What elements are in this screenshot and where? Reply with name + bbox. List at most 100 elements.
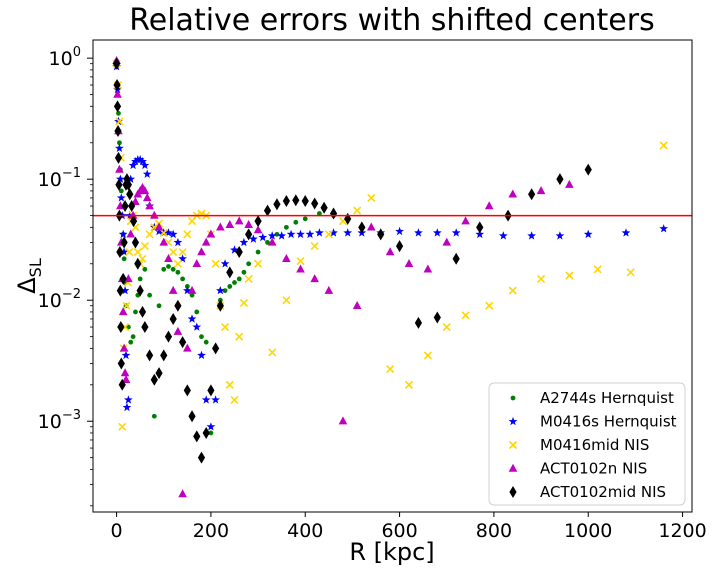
data-point <box>170 266 176 272</box>
data-point <box>320 201 328 214</box>
data-point <box>124 274 133 283</box>
data-point <box>194 309 200 315</box>
data-point <box>484 201 494 210</box>
data-point <box>118 422 127 431</box>
data-point <box>343 228 353 237</box>
data-point <box>174 299 182 312</box>
data-point <box>527 231 536 240</box>
data-point <box>201 395 211 404</box>
legend-item: ACT0102n NIS <box>508 460 647 478</box>
data-point <box>161 266 167 272</box>
data-point <box>283 224 289 230</box>
data-point <box>128 339 134 345</box>
data-point <box>114 151 123 164</box>
y-axis-label: ΔSL <box>13 258 45 294</box>
data-point <box>239 298 248 307</box>
data-point <box>193 430 201 443</box>
data-point <box>141 321 149 334</box>
data-point <box>476 221 484 234</box>
data-point <box>395 240 404 253</box>
data-point <box>258 232 268 242</box>
data-point <box>253 225 263 234</box>
data-point <box>367 193 376 202</box>
data-point <box>121 374 131 383</box>
data-point <box>311 197 319 210</box>
data-point <box>292 194 300 207</box>
data-point <box>135 155 145 164</box>
data-point <box>179 336 187 349</box>
data-point <box>122 402 132 412</box>
legend-label: A2744s Hernquist <box>540 389 674 407</box>
legend-item: M0416mid NIS <box>508 436 649 454</box>
y-tick-label: 10−2 <box>38 287 81 312</box>
data-point <box>183 230 192 239</box>
legend-marker <box>509 486 517 498</box>
data-point <box>116 110 121 116</box>
data-point <box>201 237 211 246</box>
series-act0102mid-nis <box>112 57 592 464</box>
legend-marker <box>508 463 518 472</box>
data-point <box>130 334 136 340</box>
data-point <box>169 312 177 325</box>
data-point <box>159 228 168 237</box>
data-point <box>118 378 126 391</box>
data-point <box>187 314 197 323</box>
data-point <box>203 339 209 345</box>
data-point <box>178 489 187 498</box>
data-point <box>366 222 376 231</box>
data-point <box>112 57 121 70</box>
data-point <box>188 410 196 423</box>
data-point <box>234 216 244 225</box>
data-point <box>151 413 157 419</box>
data-point <box>145 201 154 210</box>
data-point <box>147 292 152 298</box>
plot-frame <box>92 39 693 513</box>
y-tick-label: 10−3 <box>38 408 81 433</box>
data-point <box>115 143 124 152</box>
data-point <box>414 316 423 329</box>
data-point <box>423 264 433 273</box>
data-point <box>216 299 224 312</box>
data-point <box>310 242 319 251</box>
data-point <box>207 384 215 397</box>
data-point <box>282 296 291 305</box>
data-point <box>115 178 123 191</box>
data-point <box>220 322 230 332</box>
data-point <box>140 160 150 170</box>
data-point <box>485 301 494 310</box>
x-tick-label: 400 <box>287 520 323 542</box>
data-point <box>245 228 253 241</box>
legend-marker <box>508 416 518 426</box>
data-point <box>169 247 178 257</box>
data-point <box>164 253 173 262</box>
data-point <box>235 246 243 259</box>
data-point <box>315 228 324 237</box>
legend-label: ACT0102mid NIS <box>540 483 666 501</box>
data-point <box>659 224 669 233</box>
data-point <box>583 229 593 239</box>
data-point <box>296 264 305 273</box>
y-axis-label-sub: SL <box>26 258 45 277</box>
data-point <box>113 79 121 92</box>
data-point <box>227 284 233 289</box>
data-point <box>154 226 164 236</box>
data-point <box>197 247 206 256</box>
data-point <box>138 254 147 263</box>
data-point <box>423 351 432 360</box>
data-point <box>128 160 138 170</box>
data-point <box>286 229 296 239</box>
series-m0416mid-nis <box>112 59 668 431</box>
data-point <box>124 178 132 191</box>
data-point <box>528 188 536 201</box>
data-point <box>414 228 423 237</box>
data-point <box>121 256 127 262</box>
x-tick-label: 800 <box>476 520 512 542</box>
data-point <box>178 254 187 263</box>
data-point <box>173 237 183 247</box>
data-point <box>129 215 138 228</box>
data-point <box>119 272 127 285</box>
data-point <box>267 237 277 246</box>
data-point <box>329 207 338 220</box>
data-point <box>173 259 182 268</box>
data-point <box>142 169 152 178</box>
